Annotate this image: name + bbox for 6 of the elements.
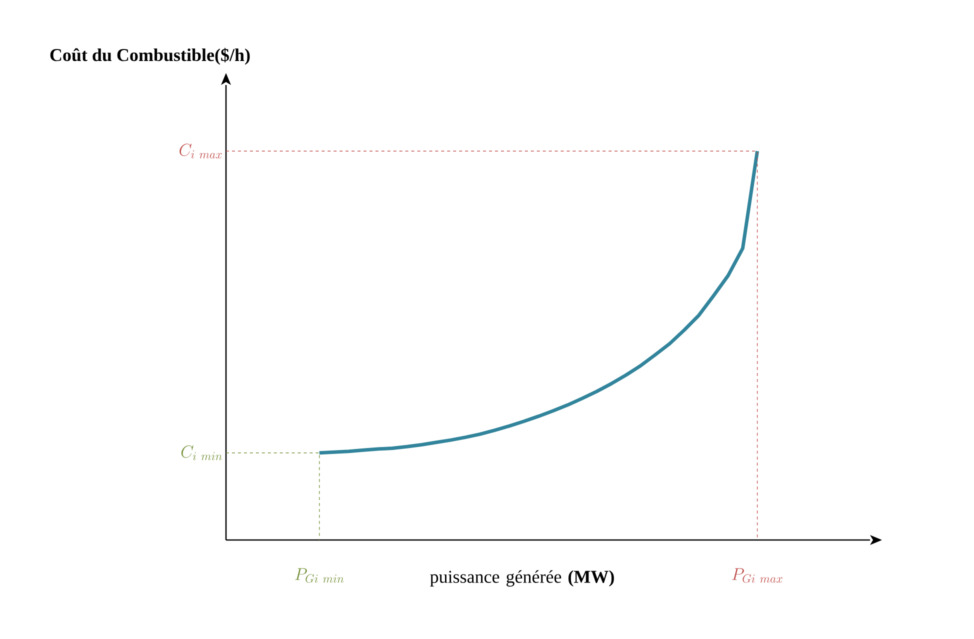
text: $P_{Gi\ max}$ xyxy=(732,568,782,583)
text: Coût du Combustible($/h) xyxy=(50,48,250,65)
ref-line-label: $C_{i\ min}$ xyxy=(181,445,222,460)
x-axis-title: puissance générée (MW) xyxy=(430,570,614,587)
text: $P_{Gi\ min}$ xyxy=(295,568,344,583)
ref-line-label: $C_{i\ max}$ xyxy=(180,144,222,158)
